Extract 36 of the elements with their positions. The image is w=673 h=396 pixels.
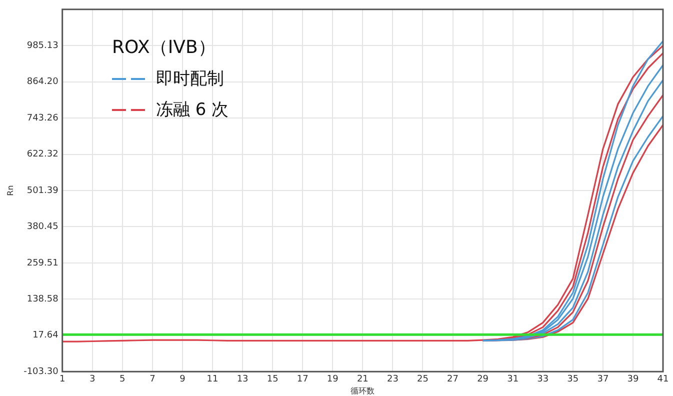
x-tick-label: 23: [386, 374, 398, 384]
x-tick-label: 21: [356, 374, 368, 384]
x-axis-title: 循环数: [350, 386, 375, 396]
x-tick-label: 37: [597, 374, 609, 384]
y-tick-label: 138.58: [26, 294, 59, 304]
y-axis-title: Rn: [6, 185, 15, 196]
x-tick-label: 1: [59, 374, 66, 384]
x-tick-label: 13: [236, 374, 248, 384]
x-tick-label: 5: [120, 374, 126, 384]
x-tick-label: 27: [447, 374, 458, 384]
x-tick-label: 29: [477, 374, 489, 384]
y-tick-label: 17.64: [32, 330, 59, 341]
y-tick-label: -103.30: [24, 366, 59, 377]
x-tick-label: 31: [507, 374, 519, 384]
legend-label: 即时配制: [156, 68, 224, 90]
x-tick-label: 19: [326, 374, 339, 384]
x-tick-label: 41: [657, 374, 669, 384]
x-tick-label: 17: [296, 374, 308, 384]
x-tick-label: 39: [627, 374, 639, 384]
y-tick-label: 985.13: [26, 40, 58, 51]
x-tick-label: 11: [206, 374, 218, 384]
y-tick-label: 501.39: [26, 186, 59, 196]
x-tick-label: 7: [150, 374, 156, 384]
x-tick-label: 25: [417, 374, 428, 384]
y-tick-label: 743.26: [26, 113, 59, 124]
y-tick-label: 259.51: [26, 258, 58, 268]
x-tick-label: 35: [567, 374, 579, 384]
legend-label: 冻融 6 次: [156, 99, 229, 121]
x-tick-label: 9: [180, 374, 186, 384]
legend-title: ROX（IVB）: [112, 36, 217, 59]
y-tick-label: 864.20: [26, 77, 59, 88]
x-tick-label: 33: [537, 374, 549, 384]
x-tick-label: 3: [90, 374, 96, 384]
y-tick-label: 380.45: [26, 222, 58, 232]
x-tick-label: 15: [266, 374, 278, 384]
y-tick-label: 622.32: [26, 150, 58, 160]
